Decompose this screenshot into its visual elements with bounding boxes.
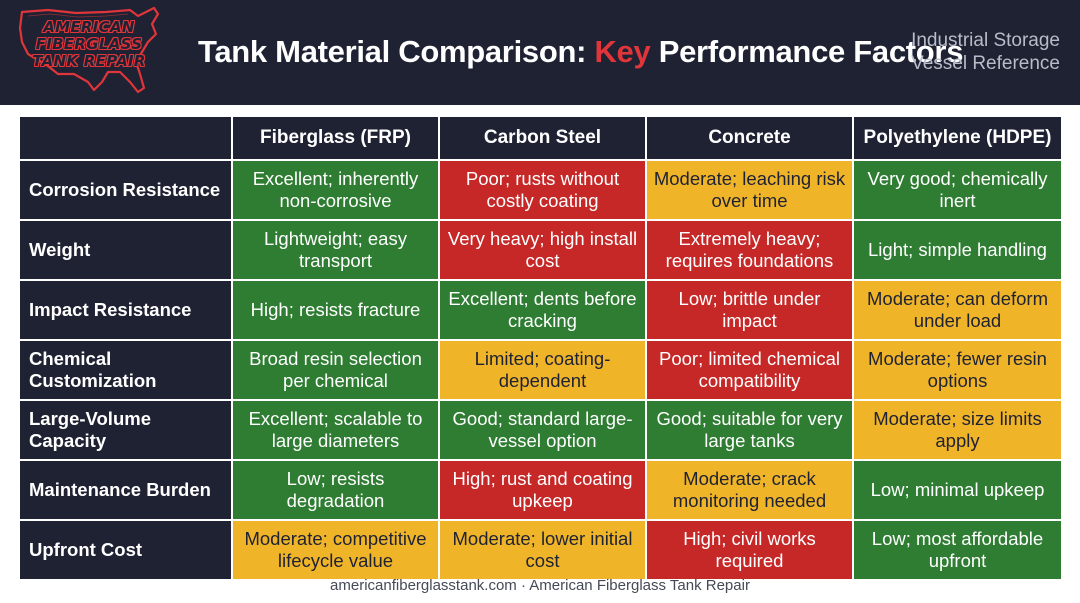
title-part-2: Performance Factors [650, 34, 964, 69]
table-cell: Moderate; size limits apply [854, 401, 1061, 459]
table-corner [20, 117, 231, 159]
logo-line-1: AMERICAN [43, 18, 135, 36]
table-cell: Moderate; can deform under load [854, 281, 1061, 339]
table-cell: Very heavy; high install cost [440, 221, 645, 279]
table-cell: High; rust and coating upkeep [440, 461, 645, 519]
table-cell: High; resists fracture [233, 281, 438, 339]
title-accent: Key [594, 34, 651, 69]
row-header: Large-Volume Capacity [20, 401, 231, 459]
table-cell: Extremely heavy; requires foundations [647, 221, 852, 279]
table-cell: Excellent; scalable to large diameters [233, 401, 438, 459]
table-cell: Light; simple handling [854, 221, 1061, 279]
subtitle-line-2: Vessel Reference [911, 53, 1060, 74]
page-title: Tank Material Comparison: Key Performanc… [198, 30, 963, 74]
table-cell: Poor; rusts without costly coating [440, 161, 645, 219]
logo-line-2: FIBERGLASS [35, 35, 143, 53]
table-cell: Low; brittle under impact [647, 281, 852, 339]
company-logo[interactable]: AMERICAN FIBERGLASS TANK REPAIR [14, 4, 164, 96]
table-cell: Lightweight; easy transport [233, 221, 438, 279]
table-cell: Low; resists degradation [233, 461, 438, 519]
table-cell: Moderate; lower initial cost [440, 521, 645, 579]
table-cell: Low; minimal upkeep [854, 461, 1061, 519]
usa-map-outline-icon [18, 6, 160, 94]
table-cell: Moderate; competitive lifecycle value [233, 521, 438, 579]
footer-text: americanfiberglasstank.com · American Fi… [330, 577, 750, 594]
table-cell: Broad resin selection per chemical [233, 341, 438, 399]
table-cell: Limited; coating-dependent [440, 341, 645, 399]
row-header: Upfront Cost [20, 521, 231, 579]
column-header: Polyethylene (HDPE) [854, 117, 1061, 159]
subtitle-line-1: Industrial Storage [911, 30, 1060, 51]
column-header: Fiberglass (FRP) [233, 117, 438, 159]
logo-text: AMERICAN FIBERGLASS TANK REPAIR [16, 19, 162, 70]
table-cell: Moderate; leaching risk over time [647, 161, 852, 219]
table-cell: Very good; chemically inert [854, 161, 1061, 219]
table-cell: Good; standard large-vessel option [440, 401, 645, 459]
table-cell: High; civil works required [647, 521, 852, 579]
table-cell: Low; most affordable upfront [854, 521, 1061, 579]
table-cell: Poor; limited chemical compatibility [647, 341, 852, 399]
table-cell: Excellent; dents before cracking [440, 281, 645, 339]
table-cell: Excellent; inherently non-corrosive [233, 161, 438, 219]
header-bar: AMERICAN FIBERGLASS TANK REPAIR Tank Mat… [0, 0, 1080, 105]
row-header: Corrosion Resistance [20, 161, 231, 219]
table-cell: Good; suitable for very large tanks [647, 401, 852, 459]
title-part-1: Tank Material Comparison: [198, 34, 595, 69]
page-subtitle: Industrial Storage Vessel Reference [870, 29, 1060, 75]
comparison-table: Fiberglass (FRP) Carbon Steel Concrete Poly… [20, 117, 1061, 579]
row-header: Chemical Customization [20, 341, 231, 399]
logo-line-3: TANK REPAIR [32, 52, 146, 70]
row-header: Impact Resistance [20, 281, 231, 339]
column-header: Concrete [647, 117, 852, 159]
table-cell: Moderate; fewer resin options [854, 341, 1061, 399]
row-header: Weight [20, 221, 231, 279]
row-header: Maintenance Burden [20, 461, 231, 519]
column-header: Carbon Steel [440, 117, 645, 159]
table-cell: Moderate; crack monitoring needed [647, 461, 852, 519]
